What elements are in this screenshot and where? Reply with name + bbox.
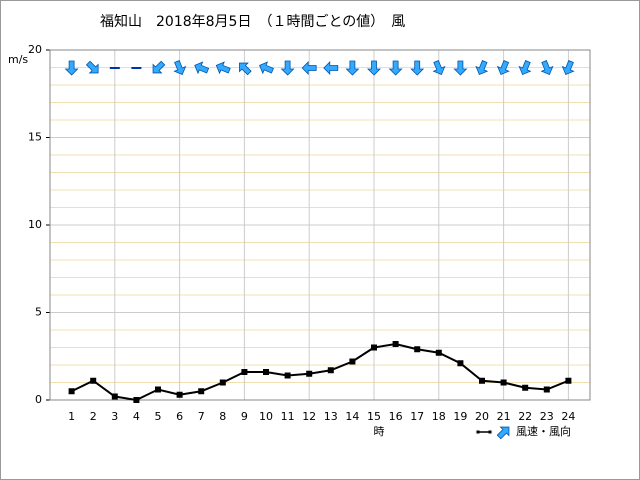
direction-arrow bbox=[496, 60, 510, 75]
x-tick-label: 23 bbox=[540, 410, 554, 423]
speed-marker bbox=[284, 372, 291, 379]
speed-marker bbox=[565, 377, 572, 384]
x-tick-label: 18 bbox=[432, 410, 446, 423]
direction-arrow bbox=[475, 60, 489, 75]
speed-marker bbox=[414, 346, 421, 353]
x-tick-label: 7 bbox=[198, 410, 205, 423]
x-tick-label: 12 bbox=[302, 410, 316, 423]
x-tick-label: 15 bbox=[367, 410, 381, 423]
direction-arrow bbox=[323, 61, 339, 75]
legend-arrow bbox=[496, 426, 510, 440]
direction-arrow bbox=[345, 60, 360, 76]
speed-marker bbox=[479, 377, 485, 384]
direction-arrow bbox=[173, 60, 187, 75]
y-tick-label: 20 bbox=[28, 43, 42, 56]
direction-arrow bbox=[518, 60, 532, 75]
speed-marker bbox=[68, 388, 75, 395]
direction-arrow bbox=[64, 60, 79, 76]
direction-arrow bbox=[410, 60, 425, 76]
speed-marker bbox=[176, 391, 183, 398]
speed-marker bbox=[111, 393, 118, 400]
speed-marker bbox=[500, 379, 507, 386]
speed-marker bbox=[263, 369, 269, 375]
speed-marker bbox=[371, 344, 377, 351]
speed-marker bbox=[435, 349, 442, 356]
x-tick-label: 19 bbox=[453, 410, 467, 423]
direction-arrow bbox=[280, 60, 295, 76]
direction-arrow bbox=[215, 61, 231, 75]
speed-marker bbox=[457, 360, 464, 367]
x-tick-label: 6 bbox=[176, 410, 183, 423]
x-tick-label: 16 bbox=[389, 410, 403, 423]
legend-marker bbox=[476, 430, 480, 434]
speed-marker bbox=[543, 386, 550, 393]
direction-arrow bbox=[239, 62, 252, 76]
y-tick-label: 0 bbox=[35, 393, 42, 406]
x-tick-label: 13 bbox=[324, 410, 338, 423]
speed-marker bbox=[522, 384, 529, 391]
speed-marker bbox=[241, 369, 248, 375]
x-tick-label: 1 bbox=[68, 410, 75, 423]
speed-marker bbox=[219, 379, 226, 386]
direction-arrow bbox=[561, 60, 575, 75]
x-tick-label: 8 bbox=[219, 410, 226, 423]
direction-arrow bbox=[194, 61, 210, 75]
y-tick-label: 5 bbox=[35, 306, 42, 319]
speed-line bbox=[71, 342, 569, 402]
x-axis-label: 時 bbox=[374, 425, 385, 438]
y-axis-label: m/s bbox=[8, 53, 28, 66]
direction-arrow bbox=[301, 61, 317, 75]
direction-arrow bbox=[367, 60, 381, 76]
legend-label: 風速・風向 bbox=[516, 424, 571, 438]
direction-arrow bbox=[432, 60, 446, 75]
speed-marker bbox=[392, 341, 399, 347]
speed-marker bbox=[327, 367, 334, 374]
direction-arrow bbox=[152, 60, 166, 74]
x-tick-label: 22 bbox=[518, 410, 532, 423]
plot-border bbox=[49, 49, 591, 401]
x-tick-label: 17 bbox=[410, 410, 424, 423]
speed-marker bbox=[155, 386, 161, 393]
x-tick-label: 4 bbox=[133, 410, 140, 423]
direction-arrow bbox=[540, 60, 554, 75]
direction-arrow bbox=[85, 60, 99, 74]
speed-marker bbox=[198, 388, 205, 395]
y-tick-label: 10 bbox=[28, 218, 42, 231]
x-tick-label: 9 bbox=[241, 410, 248, 423]
direction-arrow bbox=[259, 61, 274, 75]
chart-title: 福知山 2018年8月5日 （１時間ごとの値） 風 bbox=[100, 13, 405, 30]
x-tick-label: 10 bbox=[259, 410, 273, 423]
direction-arrow bbox=[453, 60, 468, 76]
speed-marker bbox=[90, 377, 97, 384]
x-tick-label: 21 bbox=[497, 410, 511, 423]
x-tick-label: 3 bbox=[111, 410, 118, 423]
direction-arrow bbox=[388, 60, 403, 76]
y-tick-label: 15 bbox=[28, 131, 42, 144]
legend-marker bbox=[488, 430, 492, 434]
x-tick-label: 20 bbox=[475, 410, 489, 423]
speed-marker bbox=[349, 358, 356, 365]
x-tick-label: 5 bbox=[155, 410, 162, 423]
x-tick-label: 14 bbox=[345, 410, 359, 423]
x-tick-label: 11 bbox=[281, 410, 295, 423]
x-tick-label: 2 bbox=[90, 410, 97, 423]
speed-marker bbox=[306, 370, 313, 377]
x-tick-label: 24 bbox=[561, 410, 575, 423]
speed-marker bbox=[133, 397, 140, 403]
